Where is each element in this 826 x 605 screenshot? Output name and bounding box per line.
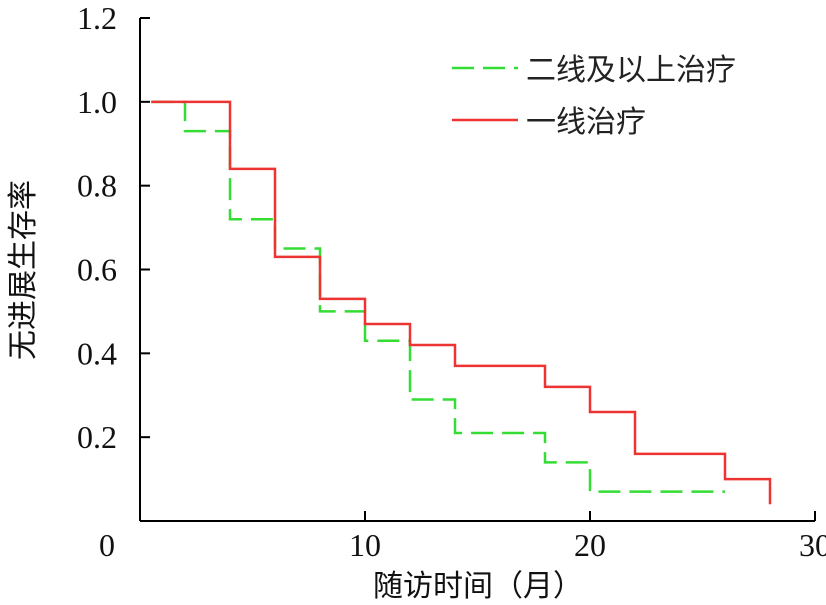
x-tick-label: 10 <box>349 527 381 563</box>
series-layer <box>151 100 772 505</box>
y-tick-label: 0.8 <box>77 168 117 204</box>
y-tick-label: 1.2 <box>77 0 117 36</box>
axes <box>139 18 815 522</box>
km-curve-first-line <box>151 100 772 505</box>
y-tick-label: 0.2 <box>77 419 117 455</box>
x-tick-label: 20 <box>574 527 606 563</box>
y-axis-title: 无进展生存率 <box>6 180 41 360</box>
x-tick-label: 30 <box>799 527 826 563</box>
legend-label-second-line: 二线及以上治疗 <box>526 53 736 88</box>
y-tick-label: 0.4 <box>77 335 117 371</box>
x-tick-label: 0 <box>99 527 115 563</box>
x-ticks: 0 10 20 30 <box>99 511 826 563</box>
x-axis-title: 随访时间（月） <box>373 569 583 604</box>
y-ticks: 0.2 0.4 0.6 0.8 1.0 1.2 <box>77 0 150 455</box>
y-tick-label: 0.6 <box>77 252 117 288</box>
km-curve-second-line <box>151 100 725 493</box>
legend-label-first-line: 一线治疗 <box>526 105 646 140</box>
y-tick-label: 1.0 <box>77 84 117 120</box>
legend: 二线及以上治疗 一线治疗 <box>452 53 736 140</box>
